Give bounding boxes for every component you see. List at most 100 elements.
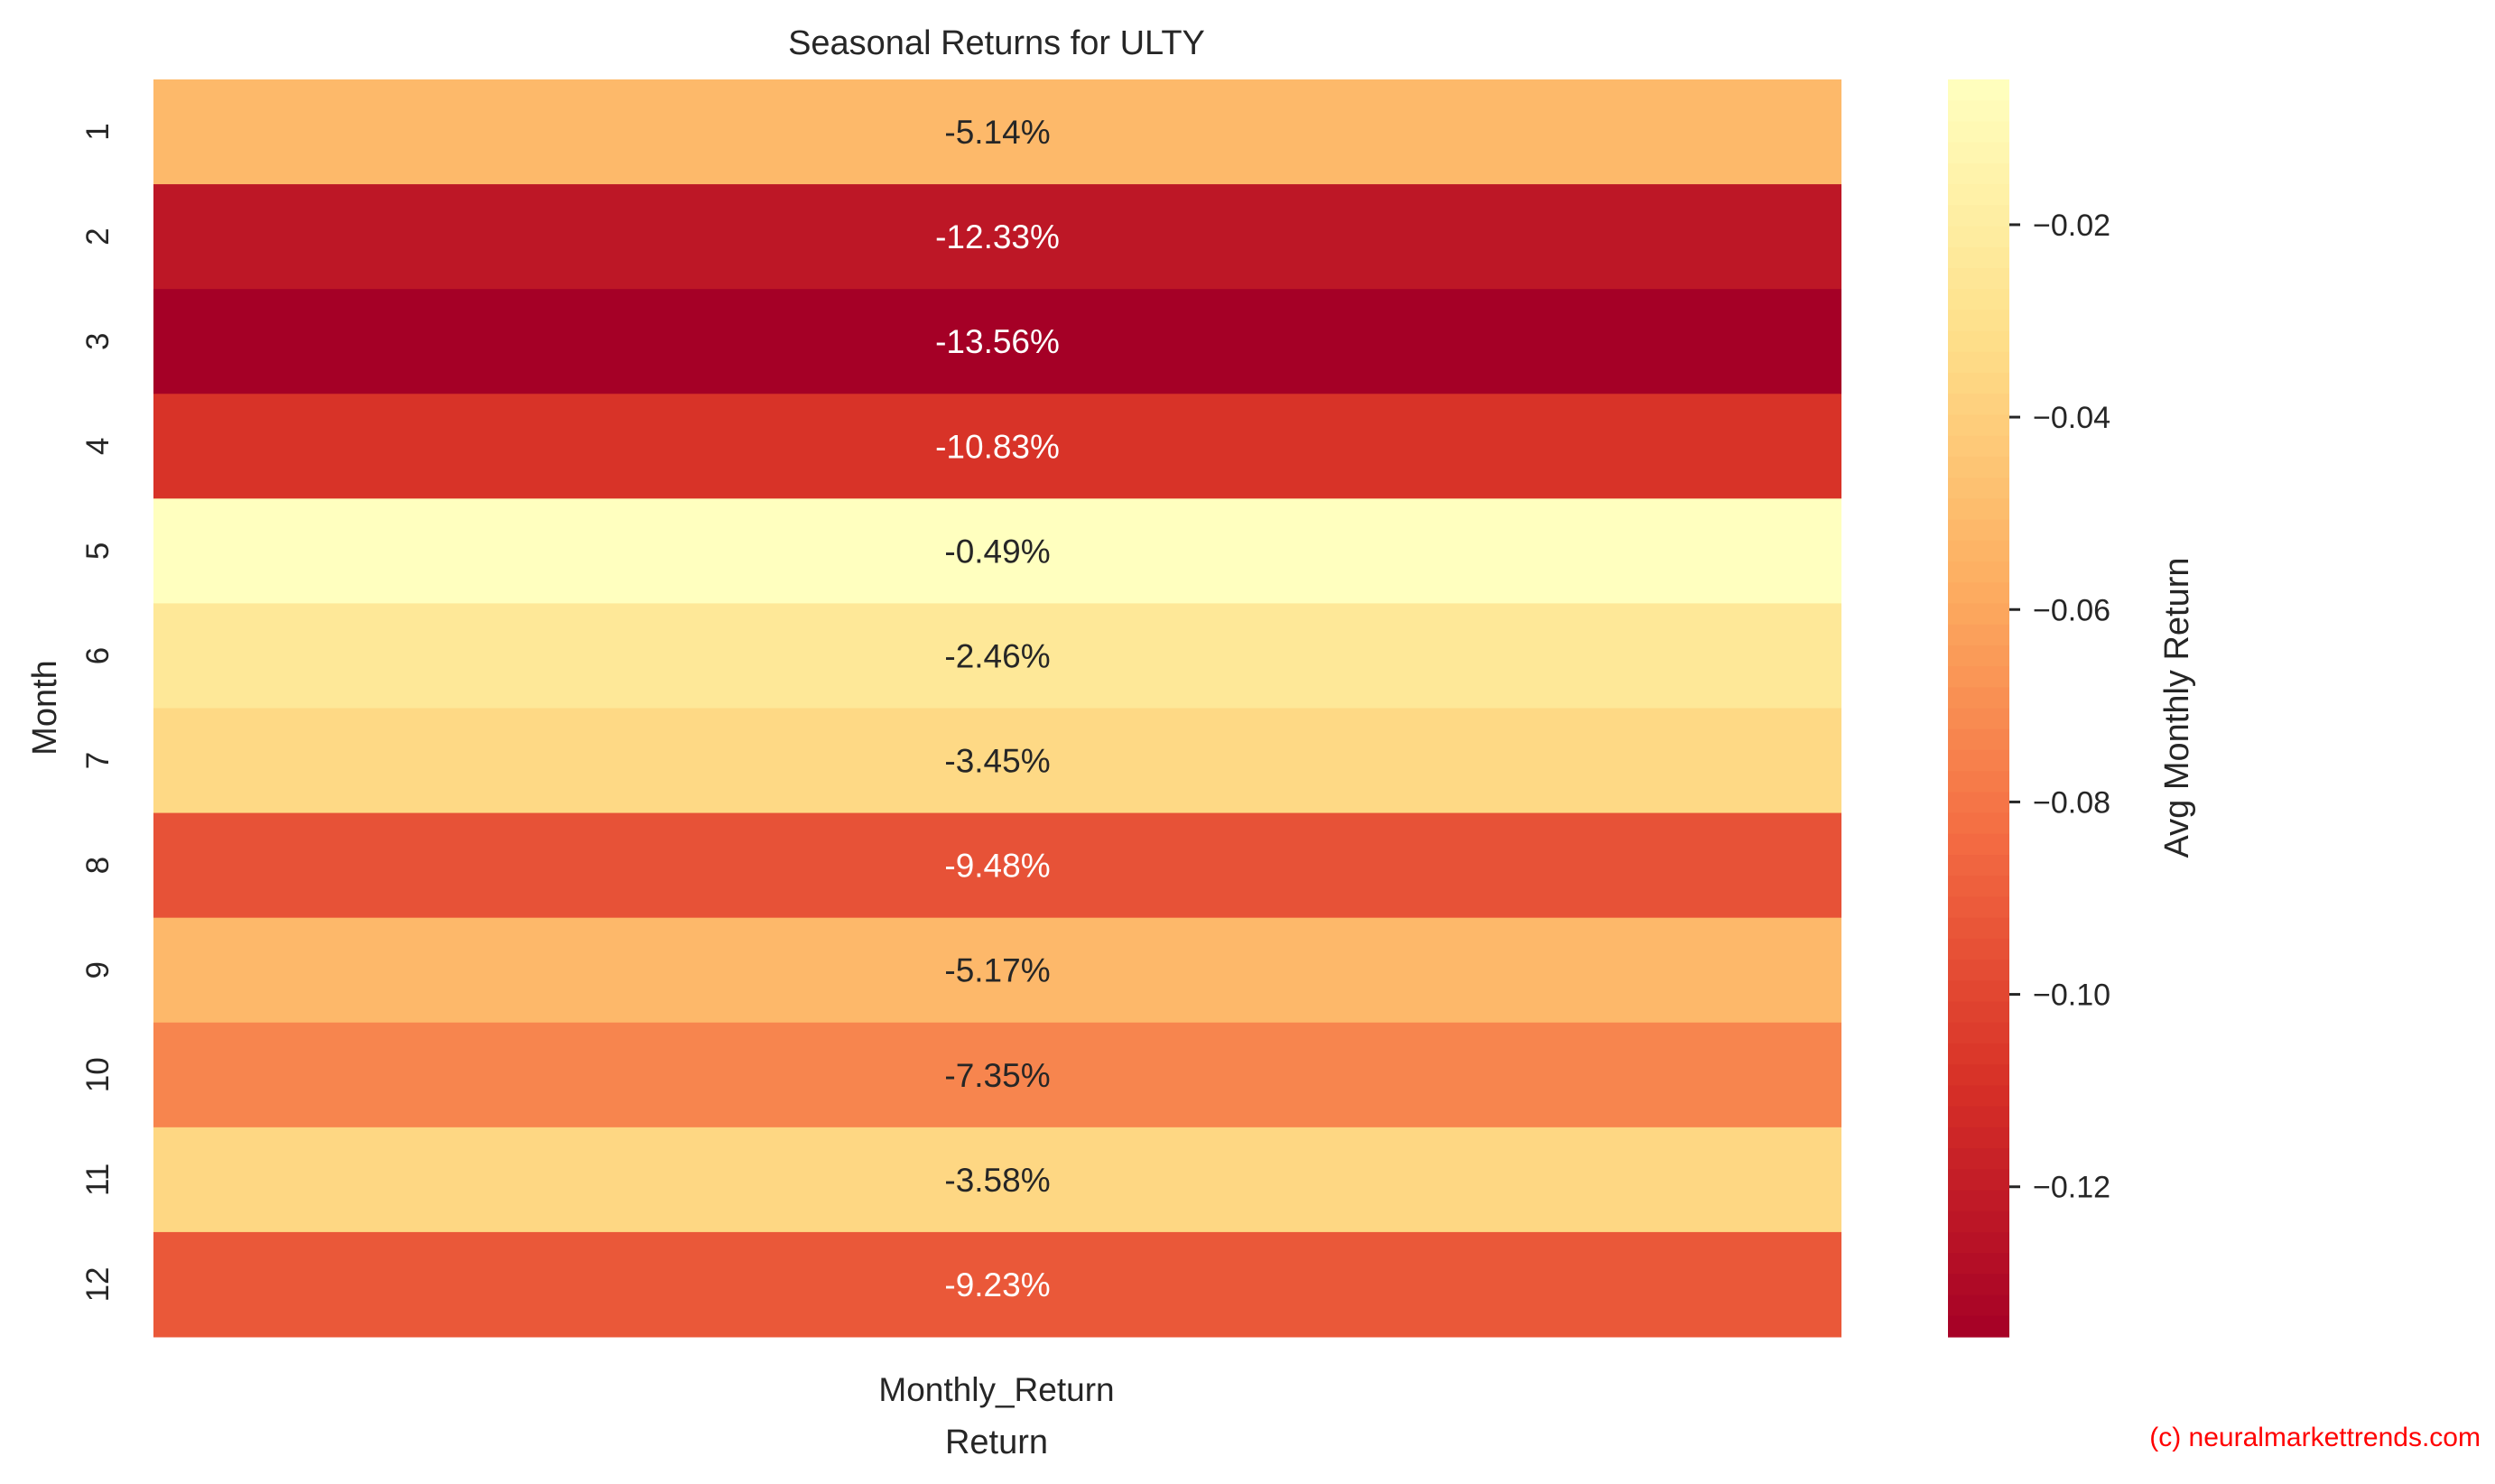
heatmap-cell — [153, 1127, 1841, 1233]
y-tick-label: 11 — [80, 1164, 116, 1196]
x-tick-label: Monthly_Return — [878, 1371, 1114, 1408]
chart-title: Seasonal Returns for ULTY — [788, 24, 1205, 62]
colorbar-segment — [1948, 1210, 2009, 1233]
colorbar-segment — [1948, 1190, 2009, 1212]
colorbar-segment — [1948, 1127, 2009, 1149]
colorbar-segment — [1948, 833, 2009, 856]
colorbar-segment — [1948, 351, 2009, 374]
heatmap-cell — [153, 708, 1841, 814]
colorbar-segment — [1948, 205, 2009, 227]
y-tick-label: 9 — [80, 961, 116, 979]
heatmap-cell — [153, 812, 1841, 919]
colorbar-segment — [1948, 687, 2009, 710]
colorbar-segment — [1948, 582, 2009, 605]
colorbar-segment — [1948, 1022, 2009, 1044]
colorbar-segment — [1948, 162, 2009, 185]
colorbar-segment — [1948, 855, 2009, 876]
y-tick-label: 1 — [80, 123, 116, 140]
colorbar-segment — [1948, 246, 2009, 269]
colorbar-tick-label: −0.06 — [2033, 593, 2110, 627]
colorbar-segment — [1948, 896, 2009, 919]
cell-annotation: -5.17% — [944, 952, 1050, 989]
y-tick-label: 3 — [80, 332, 116, 349]
colorbar-tick-label: −0.12 — [2033, 1171, 2110, 1205]
colorbar-segment — [1948, 1064, 2009, 1086]
colorbar-segment — [1948, 498, 2009, 521]
cell-annotation: -5.14% — [944, 114, 1050, 151]
colorbar-segment — [1948, 771, 2009, 793]
cell-annotation: -9.48% — [944, 848, 1050, 885]
colorbar-segment — [1948, 666, 2009, 688]
colorbar-segment — [1948, 330, 2009, 353]
heatmap-cell — [153, 394, 1841, 499]
colorbar-segment — [1948, 624, 2009, 646]
colorbar-segment — [1948, 121, 2009, 144]
colorbar-segment — [1948, 938, 2009, 960]
heatmap-cell — [153, 184, 1841, 290]
colorbar-segment — [1948, 1315, 2009, 1338]
colorbar-segment — [1948, 100, 2009, 123]
colorbar-segment — [1948, 142, 2009, 164]
colorbar-segment — [1948, 1106, 2009, 1128]
heatmap-cell — [153, 917, 1841, 1024]
colorbar-segment — [1948, 561, 2009, 583]
colorbar-segment — [1948, 267, 2009, 290]
heatmap-cell — [153, 498, 1841, 604]
colorbar-segment — [1948, 226, 2009, 248]
cell-annotation: -3.45% — [944, 743, 1050, 780]
colorbar-segment — [1948, 792, 2009, 814]
y-tick-label: 12 — [80, 1266, 116, 1302]
colorbar-segment — [1948, 184, 2009, 206]
cell-annotation: -3.58% — [944, 1162, 1050, 1199]
colorbar-segment — [1948, 1001, 2009, 1024]
y-tick-label: 6 — [80, 647, 116, 664]
colorbar-segment — [1948, 960, 2009, 981]
colorbar-segment — [1948, 980, 2009, 1003]
colorbar-segment — [1948, 1043, 2009, 1065]
colorbar-segment — [1948, 435, 2009, 458]
colorbar-segment — [1948, 79, 2009, 101]
colorbar-segment — [1948, 1169, 2009, 1192]
cell-annotation: -12.33% — [935, 218, 1060, 255]
colorbar-tick-label: −0.02 — [2033, 209, 2110, 243]
cell-annotation: -10.83% — [935, 428, 1060, 465]
colorbar-segment — [1948, 1085, 2009, 1108]
colorbar-segment — [1948, 1294, 2009, 1317]
colorbar-segment — [1948, 289, 2009, 311]
colorbar-segment — [1948, 373, 2009, 394]
cell-annotation: -7.35% — [944, 1057, 1050, 1094]
heatmap-cell — [153, 603, 1841, 709]
colorbar-segment — [1948, 456, 2009, 478]
colorbar-segment — [1948, 708, 2009, 730]
y-tick-label: 4 — [80, 438, 116, 455]
colorbar-label: Avg Monthly Return — [2158, 557, 2196, 858]
colorbar-segment — [1948, 917, 2009, 940]
colorbar-segment — [1948, 1274, 2009, 1296]
cell-annotation: -2.46% — [944, 637, 1050, 674]
colorbar-segment — [1948, 749, 2009, 772]
colorbar-tick-label: −0.08 — [2033, 785, 2110, 820]
y-tick-label: 2 — [80, 227, 116, 245]
heatmap-cell — [153, 1022, 1841, 1128]
colorbar-segment — [1948, 1231, 2009, 1254]
colorbar-segment — [1948, 394, 2009, 416]
cell-annotation: -9.23% — [944, 1266, 1050, 1303]
colorbar-segment — [1948, 603, 2009, 626]
colorbar-segment — [1948, 540, 2009, 562]
heatmap-cell — [153, 79, 1841, 185]
y-axis-label: Month — [26, 660, 64, 756]
colorbar-segment — [1948, 414, 2009, 437]
colorbar-segment — [1948, 478, 2009, 499]
y-tick-label: 5 — [80, 543, 116, 560]
colorbar-segment — [1948, 812, 2009, 835]
colorbar-tick-label: −0.10 — [2033, 979, 2110, 1013]
y-tick-label: 8 — [80, 857, 116, 874]
colorbar: −0.02 −0.04 −0.06 −0.08 −0.10 −0.12 — [1948, 79, 2110, 1338]
cell-annotation: -13.56% — [935, 323, 1060, 360]
colorbar-segment — [1948, 1253, 2009, 1275]
colorbar-segment — [1948, 645, 2009, 667]
y-tick-label: 7 — [80, 752, 116, 769]
watermark: (c) neuralmarkettrends.com — [2149, 1423, 2481, 1452]
cell-annotation: -0.49% — [944, 533, 1050, 570]
